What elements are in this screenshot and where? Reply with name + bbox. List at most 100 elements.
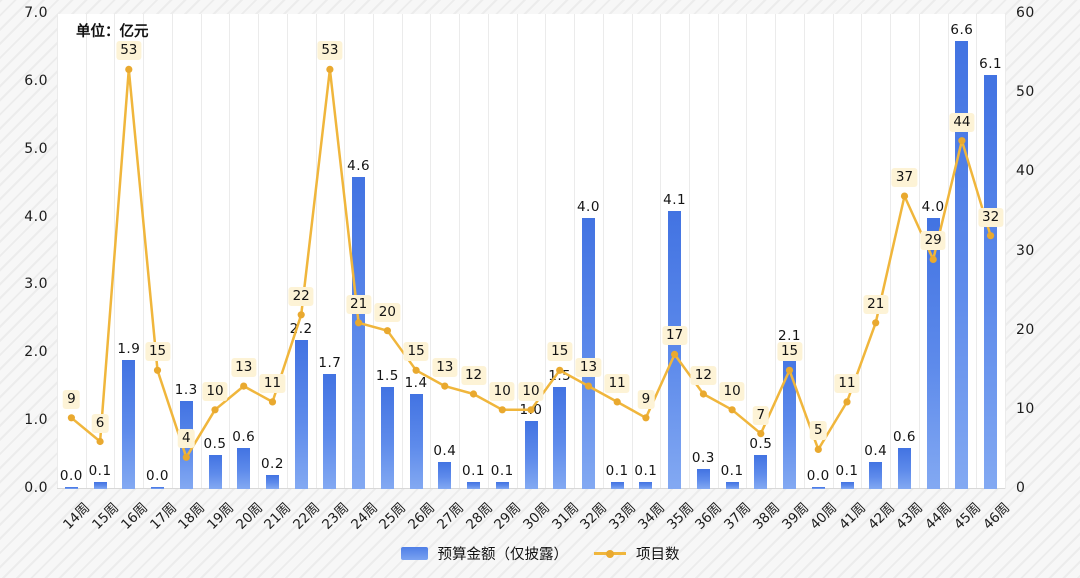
x-tick-label: 44周	[922, 499, 956, 533]
gridline	[258, 14, 260, 489]
bar-value-label: 6.1	[979, 56, 1003, 73]
x-tick-label: 15周	[89, 499, 123, 533]
y-axis-left-tick-label: 7.0	[24, 5, 48, 21]
bar	[122, 360, 136, 489]
y-axis-right-tick-label: 0	[1016, 480, 1026, 496]
bar-value-label: 0.3	[691, 449, 715, 466]
bar	[754, 455, 768, 489]
bar-value-label: 0.0	[806, 468, 830, 484]
bar	[409, 394, 423, 489]
gridline	[861, 14, 863, 489]
line-value-label: 37	[891, 168, 918, 188]
gridline	[832, 14, 834, 489]
bar	[93, 482, 107, 489]
gridline	[746, 14, 748, 489]
bar-value-label: 1.5	[375, 368, 399, 385]
line-value-label: 4	[177, 429, 195, 449]
line-point	[240, 382, 248, 390]
line-point	[671, 350, 679, 358]
bar	[64, 487, 78, 489]
bar	[495, 482, 509, 489]
line-point	[613, 398, 621, 406]
x-tick-label: 30周	[520, 499, 554, 533]
bar	[811, 487, 825, 489]
line-value-label: 21	[346, 294, 372, 314]
x-tick-label: 26周	[405, 499, 439, 533]
line-value-label: 12	[460, 366, 487, 385]
gridline	[602, 14, 604, 489]
gridline	[430, 14, 432, 489]
line-point	[843, 398, 851, 406]
line-point	[211, 406, 219, 414]
bar-value-label: 0.1	[835, 463, 859, 480]
plot-area: 0.0 0.1 1.9 0.0 1.3 0.5 0.6 0.2 2.2 1.7 4.6 1.5 1.4 0…	[57, 14, 1006, 489]
gridline	[574, 14, 576, 489]
line-point	[728, 406, 736, 414]
line-value-label: 9	[637, 389, 655, 409]
line-value-label: 5	[809, 421, 827, 441]
line-point	[757, 430, 765, 438]
x-tick-label: 37周	[721, 499, 755, 533]
bar-value-label: 0.5	[203, 436, 227, 453]
line-point	[642, 414, 650, 422]
line-point	[872, 319, 880, 327]
line-point	[153, 366, 162, 374]
gridline	[947, 14, 949, 489]
line-point	[268, 398, 277, 406]
bar-value-label: 0.1	[462, 463, 486, 480]
bar	[151, 487, 165, 489]
gridline	[976, 14, 978, 489]
bar	[668, 210, 682, 489]
gridline	[57, 14, 58, 489]
line-value-label: 10	[518, 381, 544, 401]
line-value-label: 15	[776, 342, 803, 362]
legend-bar-swatch-icon	[400, 547, 428, 560]
line-point	[96, 437, 104, 446]
line-point	[556, 366, 564, 374]
bar	[581, 217, 595, 489]
bar	[897, 448, 911, 489]
bar-value-label: 0.6	[232, 429, 256, 446]
bar-value-label: 2.1	[778, 327, 802, 344]
y-axis-left-tick-label: 1.0	[24, 412, 48, 429]
x-tick-label: 40周	[807, 499, 841, 533]
bar-value-label: 0.5	[749, 436, 773, 453]
line-point	[326, 65, 334, 73]
line-value-label: 21	[863, 294, 889, 314]
line-value-label: 44	[949, 112, 975, 132]
bar-value-label: 0.0	[59, 468, 83, 484]
line-point	[383, 327, 391, 335]
bar-value-label: 4.1	[663, 191, 687, 208]
bar-value-label: 0.1	[605, 463, 629, 480]
bar-value-label: 0.6	[892, 429, 916, 446]
line-point	[297, 311, 305, 319]
line-value-label: 9	[63, 389, 80, 409]
y-axis-left-tick-label: 2.0	[24, 344, 48, 361]
line-point	[987, 232, 995, 240]
bar	[438, 461, 452, 489]
bar-value-label: 4.6	[347, 157, 371, 174]
gridline	[689, 14, 690, 489]
gridline	[918, 14, 920, 489]
line-point	[814, 445, 822, 453]
bar	[467, 482, 481, 489]
gridline	[717, 14, 719, 489]
bar	[237, 448, 251, 489]
gridline	[171, 14, 173, 489]
line-point	[527, 406, 535, 414]
gridline	[803, 14, 805, 489]
y-axis-right-tick-label: 20	[1016, 321, 1035, 338]
line-value-label: 29	[920, 231, 946, 251]
line-value-label: 32	[978, 207, 1004, 227]
line-value-label: 10	[202, 381, 228, 401]
gridline	[775, 14, 777, 489]
gridline	[85, 14, 87, 489]
x-tick-label: 38周	[749, 499, 783, 533]
x-tick-label: 46周	[979, 499, 1013, 533]
y-axis-right-tick-label: 30	[1016, 242, 1035, 259]
gridline	[286, 14, 288, 489]
bar-value-label: 0.1	[720, 463, 744, 480]
y-axis-left-tick-label: 5.0	[24, 140, 48, 157]
bar-value-label: 1.7	[318, 354, 342, 371]
